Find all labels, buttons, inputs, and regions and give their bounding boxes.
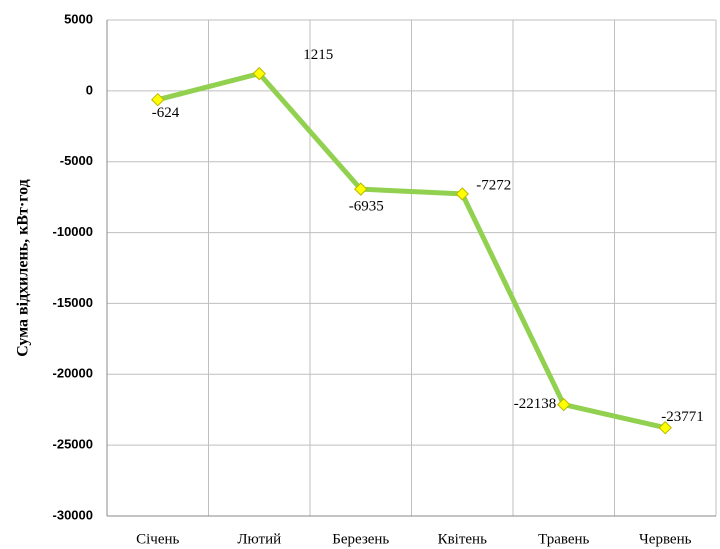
marker [354, 182, 368, 196]
y-tick-label: -20000 [53, 366, 93, 381]
x-tick-label: Лютий [237, 531, 281, 547]
y-tick-label: -10000 [53, 224, 93, 239]
y-tick-label: -15000 [53, 295, 93, 310]
x-tick-label: Січень [136, 531, 179, 547]
data-label: -7272 [476, 177, 511, 193]
x-tick-label: Травень [538, 531, 589, 547]
data-label: -6935 [349, 199, 384, 215]
data-label: -23771 [661, 409, 704, 425]
y-tick-label: 0 [86, 82, 93, 97]
x-tick-label: Березень [332, 531, 389, 547]
y-tick-label: -25000 [53, 437, 93, 452]
data-label: -624 [152, 105, 180, 121]
marker [252, 66, 266, 81]
marker [151, 92, 165, 107]
line [157, 71, 666, 431]
x-tick-label: Квітень [438, 531, 487, 547]
y-tick-label: 5000 [64, 11, 93, 26]
marker [455, 187, 469, 201]
y-axis-label: Сума відхилень, кВт·год [15, 179, 32, 356]
y-tick-label: -5000 [60, 153, 93, 168]
data-label: 1215 [303, 47, 333, 63]
data-label: -22138 [514, 396, 557, 412]
x-tick-label: Червень [639, 531, 692, 547]
marker [557, 397, 571, 412]
marker [658, 421, 672, 435]
y-tick-label: -30000 [53, 507, 93, 522]
